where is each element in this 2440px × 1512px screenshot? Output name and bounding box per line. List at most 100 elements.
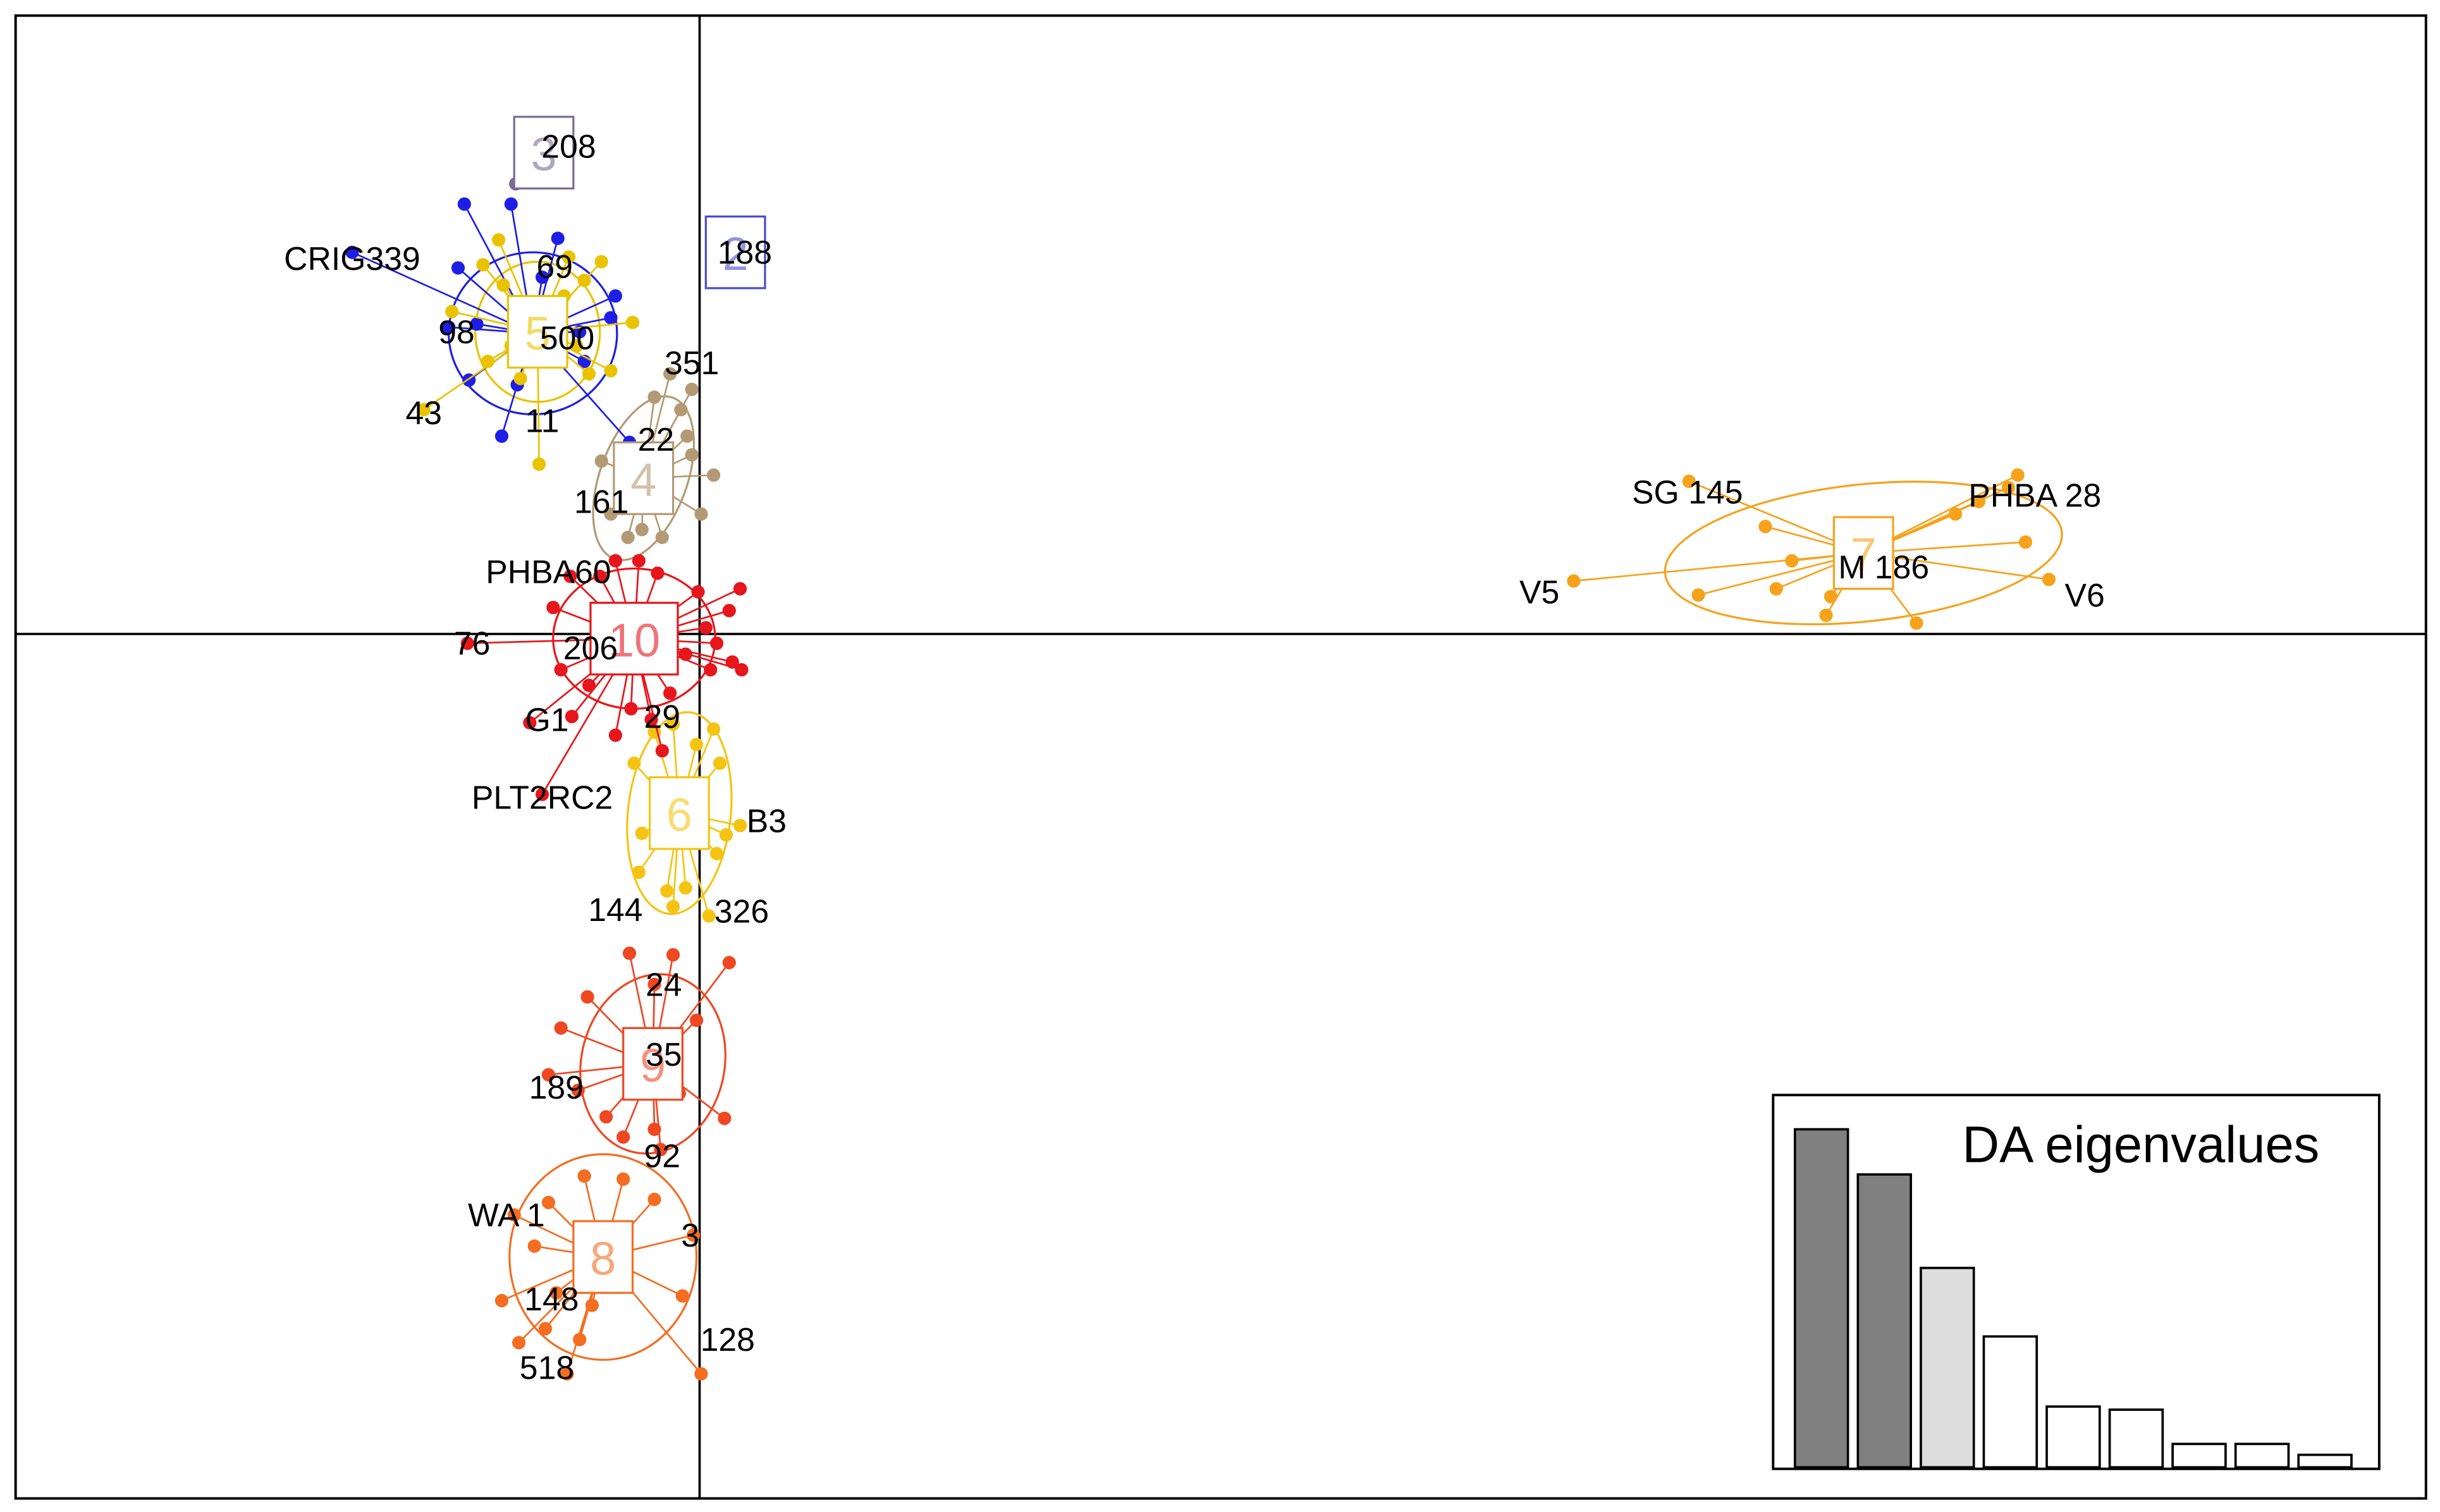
data-point: [702, 909, 716, 923]
data-point: [608, 289, 622, 303]
data-point: [733, 819, 747, 832]
point-label: 500: [540, 320, 594, 357]
cluster-label-text: 8: [590, 1233, 616, 1285]
data-point: [481, 355, 494, 369]
data-point: [733, 582, 747, 596]
data-point: [616, 1172, 630, 1186]
data-point: [694, 507, 708, 521]
eigenvalue-inset: DA eigenvalues: [1772, 1094, 2381, 1470]
cluster-ellipse: [508, 1153, 698, 1361]
point-label: M 186: [1838, 549, 1929, 585]
data-point: [722, 956, 736, 970]
data-point: [585, 1298, 599, 1312]
data-point: [494, 1294, 509, 1308]
point-label: 144: [588, 891, 642, 928]
data-point: [476, 258, 490, 272]
data-point: [577, 273, 591, 288]
data-point: [674, 403, 688, 417]
eigenvalue-bar: [1793, 1128, 1849, 1469]
data-point: [687, 1228, 701, 1242]
data-point: [538, 1322, 553, 1336]
data-point: [694, 1367, 708, 1381]
eigenvalue-bar: [1920, 1267, 1975, 1469]
data-point: [594, 454, 608, 468]
eigenvalue-bar: [2297, 1453, 2353, 1469]
data-point: [565, 709, 579, 724]
cluster-star-line: [1573, 552, 1864, 582]
data-point: [699, 621, 713, 635]
plot-frame: [14, 14, 2427, 1500]
data-point: [735, 663, 749, 677]
data-point: [445, 305, 459, 319]
data-point: [582, 678, 596, 692]
data-point: [616, 1130, 630, 1144]
data-point: [644, 712, 658, 727]
cluster-ellipse: [1664, 480, 2063, 626]
point-label: 208: [541, 128, 596, 165]
data-point: [1682, 474, 1696, 489]
cluster-label-box: [622, 1027, 684, 1101]
point-label: 128: [701, 1321, 755, 1358]
axes: [15, 15, 2426, 1499]
cluster-ellipse: [579, 973, 726, 1155]
data-point: [635, 826, 649, 840]
point-label: 518: [520, 1350, 574, 1386]
eigenvalue-bar: [1982, 1335, 2038, 1469]
data-point: [685, 448, 699, 462]
point-label: PLT2RC2: [472, 779, 613, 816]
data-point: [608, 554, 622, 568]
point-label: SG 145: [1632, 474, 1743, 511]
data-point: [725, 655, 739, 669]
data-point: [494, 429, 509, 443]
data-point: [1567, 574, 1581, 588]
data-point: [541, 1068, 556, 1082]
data-point: [1785, 554, 1799, 568]
data-point: [1691, 588, 1705, 602]
cluster-label-box: [506, 295, 568, 369]
data-point: [1824, 590, 1838, 604]
data-point: [594, 255, 608, 269]
data-point: [655, 530, 669, 544]
point-label: PHBA 28: [1968, 477, 2101, 514]
point-label: 98: [438, 314, 475, 350]
data-point: [470, 317, 484, 331]
data-point: [507, 1208, 521, 1222]
data-point: [451, 261, 465, 275]
eigenvalue-bar: [2045, 1405, 2101, 1469]
data-point: [632, 554, 646, 568]
cluster-group: [1567, 468, 2056, 630]
data-point: [680, 429, 694, 443]
point-label: 22: [638, 421, 675, 458]
data-point: [1758, 520, 1772, 533]
cluster-label-text: 9: [640, 1039, 666, 1092]
data-point: [523, 716, 537, 729]
data-point: [647, 390, 661, 404]
data-point: [563, 570, 577, 583]
point-label: PHBA60: [486, 553, 611, 590]
data-point: [504, 197, 518, 211]
eigenvalue-bar: [2108, 1408, 2164, 1469]
data-point: [512, 1336, 526, 1350]
point-label: 76: [454, 625, 491, 662]
data-point: [718, 1111, 732, 1125]
cluster-label-text: 2: [723, 228, 749, 280]
point-label: 35: [646, 1036, 682, 1073]
point-label: 326: [714, 893, 769, 930]
cluster-label-text: 6: [666, 788, 692, 841]
cluster-label-box: [649, 776, 710, 850]
point-label: CRIG339: [284, 240, 420, 277]
point-label: 29: [644, 698, 681, 735]
point-label: 206: [563, 630, 618, 666]
data-point: [541, 1195, 556, 1209]
point-label: 92: [644, 1137, 681, 1174]
data-point: [560, 1367, 574, 1381]
data-point: [2011, 468, 2025, 482]
cluster-label-text: 7: [1851, 528, 1877, 581]
cluster-label-box: [704, 215, 766, 290]
point-label: V5: [1519, 573, 1559, 610]
point-label: 148: [524, 1281, 579, 1317]
data-point: [689, 1013, 704, 1027]
data-point: [689, 738, 704, 752]
